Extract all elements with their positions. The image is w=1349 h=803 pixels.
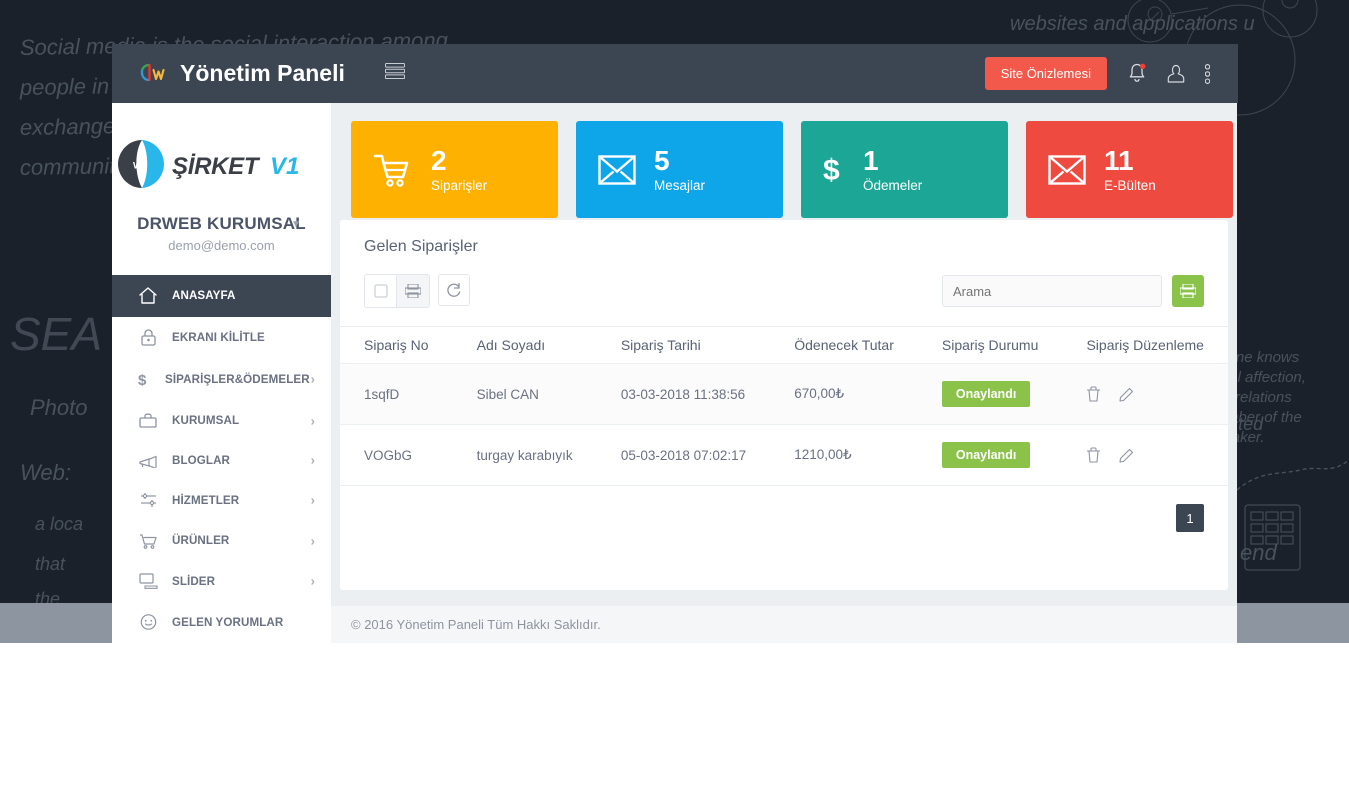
- svg-text:Photo: Photo: [30, 395, 88, 420]
- svg-text:$: $: [138, 372, 147, 388]
- svg-text:W: W: [133, 161, 142, 172]
- svg-text:that: that: [35, 554, 66, 574]
- svg-text:V1: V1: [270, 153, 299, 180]
- svg-text:websites and applications u: websites and applications u: [1010, 13, 1255, 35]
- svg-text:SEA: SEA: [10, 308, 102, 360]
- svg-text:exchange: exchange: [20, 113, 116, 140]
- svg-text:a loca: a loca: [35, 514, 83, 534]
- svg-text:ŞİRKET: ŞİRKET: [172, 153, 261, 180]
- svg-text:Web:: Web:: [20, 460, 71, 485]
- svg-text:$: $: [823, 154, 840, 187]
